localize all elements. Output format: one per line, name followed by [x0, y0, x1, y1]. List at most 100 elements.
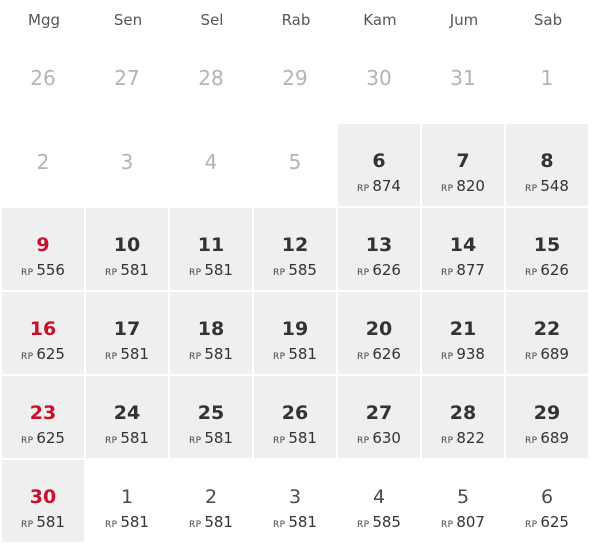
day-number: 7 — [456, 150, 470, 172]
day-number: 16 — [29, 318, 57, 340]
price-value: 625 — [540, 513, 569, 531]
calendar-day-disabled: 4 — [170, 124, 254, 208]
calendar-day[interactable]: 7 RP 820 — [422, 124, 506, 208]
day-number: 27 — [365, 402, 393, 424]
day-number: 28 — [449, 402, 477, 424]
day-price: RP 626 — [506, 261, 588, 279]
calendar-day[interactable]: 5 RP 807 — [422, 460, 506, 544]
day-price: RP 581 — [2, 513, 84, 531]
day-price: RP 548 — [506, 177, 588, 195]
day-price: RP 820 — [422, 177, 504, 195]
price-value: 581 — [204, 513, 233, 531]
calendar-day[interactable]: 16 RP 625 — [2, 292, 86, 376]
calendar-day[interactable]: 15 RP 626 — [506, 208, 590, 292]
price-value: 581 — [288, 345, 317, 363]
day-price: RP 556 — [2, 261, 84, 279]
day-number: 8 — [540, 150, 554, 172]
calendar-day-disabled: 27 — [86, 40, 170, 124]
day-price: RP 581 — [86, 513, 168, 531]
day-price: RP 807 — [422, 513, 504, 531]
calendar-day[interactable]: 24 RP 581 — [86, 376, 170, 460]
price-value: 626 — [372, 345, 401, 363]
calendar-day[interactable]: 12 RP 585 — [254, 208, 338, 292]
weekday-header: Mgg Sen Sel Rab Kam Jum Sab — [2, 0, 590, 40]
day-price: RP 581 — [170, 345, 252, 363]
calendar-day[interactable]: 30 RP 581 — [2, 460, 86, 544]
currency-label: RP — [357, 268, 370, 278]
currency-label: RP — [105, 520, 118, 530]
price-value: 625 — [36, 345, 65, 363]
day-price: RP 689 — [506, 429, 588, 447]
currency-label: RP — [21, 268, 34, 278]
day-price: RP 581 — [86, 261, 168, 279]
calendar-day[interactable]: 3 RP 581 — [254, 460, 338, 544]
currency-label: RP — [189, 268, 202, 278]
calendar-day-disabled: 2 — [2, 124, 86, 208]
day-number: 31 — [450, 66, 476, 90]
day-number: 18 — [197, 318, 225, 340]
calendar-day[interactable]: 9 RP 556 — [2, 208, 86, 292]
calendar-day[interactable]: 19 RP 581 — [254, 292, 338, 376]
day-number: 26 — [281, 402, 309, 424]
day-number: 12 — [281, 234, 309, 256]
price-value: 581 — [120, 261, 149, 279]
currency-label: RP — [273, 520, 286, 530]
weekday-label: Sab — [533, 11, 563, 29]
currency-label: RP — [441, 268, 454, 278]
price-value: 626 — [372, 261, 401, 279]
day-number: 10 — [113, 234, 141, 256]
calendar-day[interactable]: 13 RP 626 — [338, 208, 422, 292]
calendar-day[interactable]: 21 RP 938 — [422, 292, 506, 376]
calendar-day[interactable]: 28 RP 822 — [422, 376, 506, 460]
day-number: 4 — [204, 150, 218, 174]
day-number: 9 — [36, 234, 50, 256]
currency-label: RP — [525, 436, 538, 446]
calendar-day[interactable]: 11 RP 581 — [170, 208, 254, 292]
calendar-day[interactable]: 14 RP 877 — [422, 208, 506, 292]
calendar-day[interactable]: 2 RP 581 — [170, 460, 254, 544]
calendar-day[interactable]: 17 RP 581 — [86, 292, 170, 376]
calendar-day-disabled: 5 — [254, 124, 338, 208]
day-price: RP 626 — [338, 345, 420, 363]
price-value: 630 — [372, 429, 401, 447]
day-price: RP 581 — [86, 429, 168, 447]
calendar-day[interactable]: 10 RP 581 — [86, 208, 170, 292]
price-value: 820 — [456, 177, 485, 195]
currency-label: RP — [273, 352, 286, 362]
calendar-day[interactable]: 1 RP 581 — [86, 460, 170, 544]
day-number: 6 — [372, 150, 386, 172]
day-number: 14 — [449, 234, 477, 256]
currency-label: RP — [357, 352, 370, 362]
calendar-day[interactable]: 23 RP 625 — [2, 376, 86, 460]
day-number: 20 — [365, 318, 393, 340]
calendar-day[interactable]: 27 RP 630 — [338, 376, 422, 460]
calendar-day[interactable]: 20 RP 626 — [338, 292, 422, 376]
day-number: 24 — [113, 402, 141, 424]
day-number: 15 — [533, 234, 561, 256]
calendar-day[interactable]: 22 RP 689 — [506, 292, 590, 376]
calendar-day-disabled: 31 — [422, 40, 506, 124]
price-value: 581 — [204, 429, 233, 447]
calendar-day[interactable]: 25 RP 581 — [170, 376, 254, 460]
weekday-label: Kam — [363, 11, 397, 29]
calendar-day[interactable]: 26 RP 581 — [254, 376, 338, 460]
calendar-day[interactable]: 6 RP 874 — [338, 124, 422, 208]
price-value: 581 — [120, 513, 149, 531]
day-price: RP 625 — [2, 429, 84, 447]
price-value: 581 — [288, 513, 317, 531]
day-number: 22 — [533, 318, 561, 340]
day-price: RP 581 — [170, 261, 252, 279]
currency-label: RP — [189, 352, 202, 362]
calendar-day[interactable]: 29 RP 689 — [506, 376, 590, 460]
calendar-day[interactable]: 6 RP 625 — [506, 460, 590, 544]
currency-label: RP — [525, 520, 538, 530]
day-number: 3 — [288, 486, 302, 508]
day-price: RP 581 — [254, 513, 336, 531]
calendar-day[interactable]: 4 RP 585 — [338, 460, 422, 544]
calendar-day[interactable]: 18 RP 581 — [170, 292, 254, 376]
day-number: 27 — [114, 66, 140, 90]
price-value: 548 — [540, 177, 569, 195]
calendar-day[interactable]: 8 RP 548 — [506, 124, 590, 208]
currency-label: RP — [21, 436, 34, 446]
